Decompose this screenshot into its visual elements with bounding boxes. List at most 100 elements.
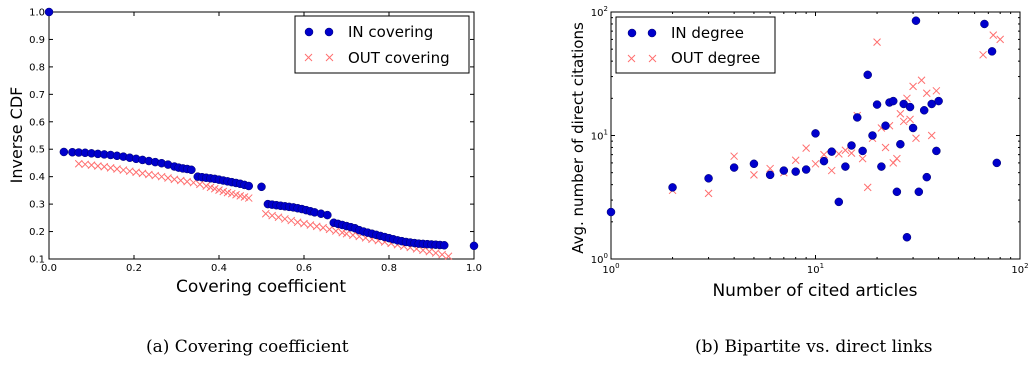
in-degree-point — [834, 197, 844, 207]
data-marks-b — [606, 16, 1005, 242]
in-degree-point — [877, 162, 886, 171]
out-degree-point — [791, 156, 800, 165]
out-covering-point — [202, 182, 211, 190]
out-covering-point — [261, 209, 270, 218]
y-tick-label-a: 0.7 — [29, 90, 45, 101]
out-covering-point — [125, 167, 134, 176]
out-covering-point — [164, 174, 172, 182]
in-covering-point — [44, 7, 54, 17]
in-degree-point — [914, 187, 924, 197]
out-degree-point — [932, 86, 941, 95]
out-covering-point — [312, 222, 321, 231]
in-degree-point — [779, 166, 789, 175]
legend-marker-in-degree — [627, 28, 657, 38]
out-covering-point — [244, 194, 253, 202]
legend-label-out-degree: OUT degree — [671, 49, 760, 67]
out-covering-point — [151, 171, 160, 180]
x-tick-label-a: 0.8 — [381, 263, 397, 274]
y-tick-label-b: 102 — [591, 5, 608, 19]
axis-ticks-b: 100 101 102 100 101 102 — [591, 5, 1029, 276]
out-covering-point — [287, 216, 296, 225]
out-degree-point — [730, 152, 738, 161]
out-degree-point — [858, 154, 867, 163]
out-degree-point — [906, 115, 914, 124]
in-degree-point — [801, 165, 811, 174]
out-covering-point — [145, 170, 153, 179]
out-covering-point — [196, 180, 204, 189]
in-degree-point — [819, 156, 829, 166]
out-covering-point — [74, 159, 83, 168]
y-tick-label-a: 0.6 — [29, 117, 45, 128]
in-degree-point — [889, 96, 898, 106]
out-covering-point — [210, 184, 219, 193]
out-degree-point — [802, 144, 810, 152]
x-axis-label-b: Number of cited articles — [712, 281, 917, 301]
in-degree-point — [729, 163, 739, 172]
out-degree-point — [863, 183, 872, 192]
in-degree-point — [932, 146, 941, 156]
x-axis-label-a: Covering coefficient — [176, 277, 346, 297]
in-degree-point — [827, 147, 836, 156]
out-covering-point — [132, 168, 140, 177]
legend-box-b — [615, 16, 776, 74]
out-degree-point — [917, 76, 926, 85]
out-covering-point — [87, 161, 96, 169]
out-covering-point — [183, 177, 191, 186]
in-covering-point — [440, 241, 449, 250]
out-covering-point — [319, 223, 327, 232]
in-covering-point — [187, 165, 196, 175]
panel-b: 100 101 102 100 101 102 Number of cited artic… — [569, 5, 1029, 301]
in-degree-point — [934, 96, 943, 106]
out-degree-point — [979, 50, 987, 59]
x-tick-label-b: 100 — [602, 262, 619, 276]
in-degree-point — [863, 70, 872, 80]
legend-marker-out-degree — [627, 54, 657, 63]
out-degree-point — [896, 109, 905, 118]
out-covering-point — [300, 219, 308, 228]
out-covering-point — [170, 175, 179, 184]
out-covering-point — [342, 229, 351, 238]
x-tick-label-b: 101 — [807, 262, 824, 276]
legend-marker-in-covering — [304, 27, 334, 37]
out-covering-point — [94, 162, 102, 170]
out-degree-point — [834, 150, 843, 158]
out-degree-point — [912, 134, 920, 143]
in-degree-point — [911, 16, 921, 25]
out-covering-point — [106, 164, 115, 172]
in-degree-point — [749, 159, 759, 169]
x-tick-label-a: 1.0 — [466, 263, 482, 274]
in-degree-point — [868, 131, 877, 140]
y-tick-label-a: 1.0 — [29, 8, 45, 19]
out-covering-point — [281, 215, 289, 223]
out-covering-point — [306, 221, 315, 229]
x-tick-label-a: 0.2 — [126, 263, 142, 274]
in-degree-point — [892, 187, 902, 197]
in-degree-point — [896, 139, 905, 149]
out-covering-point — [176, 176, 185, 185]
x-tick-label-a: 0.4 — [211, 263, 227, 274]
y-tick-label-b: 100 — [591, 252, 608, 266]
out-degree-point — [841, 146, 850, 155]
legend-label-in-degree: IN degree — [671, 24, 744, 42]
y-tick-label-a: 0.3 — [29, 200, 45, 211]
in-degree-point — [606, 207, 616, 217]
in-degree-point — [922, 172, 932, 182]
in-covering-point — [59, 147, 69, 157]
out-degree-point — [893, 154, 901, 163]
x-tick-label-b: 102 — [1011, 262, 1028, 276]
y-tick-label-a: 0.5 — [29, 145, 45, 156]
legend-b: IN degree OUT degree — [615, 16, 776, 74]
in-degree-point — [902, 233, 912, 242]
out-covering-point — [100, 162, 109, 171]
in-degree-point — [919, 106, 929, 115]
in-degree-point — [908, 123, 918, 133]
out-degree-point — [873, 38, 881, 47]
in-degree-point — [791, 167, 800, 176]
out-degree-point — [811, 159, 820, 168]
in-degree-point — [881, 121, 890, 130]
out-covering-point — [293, 218, 302, 227]
legend-marker-out-covering — [304, 53, 334, 62]
out-covering-point — [119, 166, 128, 174]
y-tick-label-b: 101 — [591, 129, 608, 143]
legend-a: IN covering OUT covering — [294, 15, 470, 74]
